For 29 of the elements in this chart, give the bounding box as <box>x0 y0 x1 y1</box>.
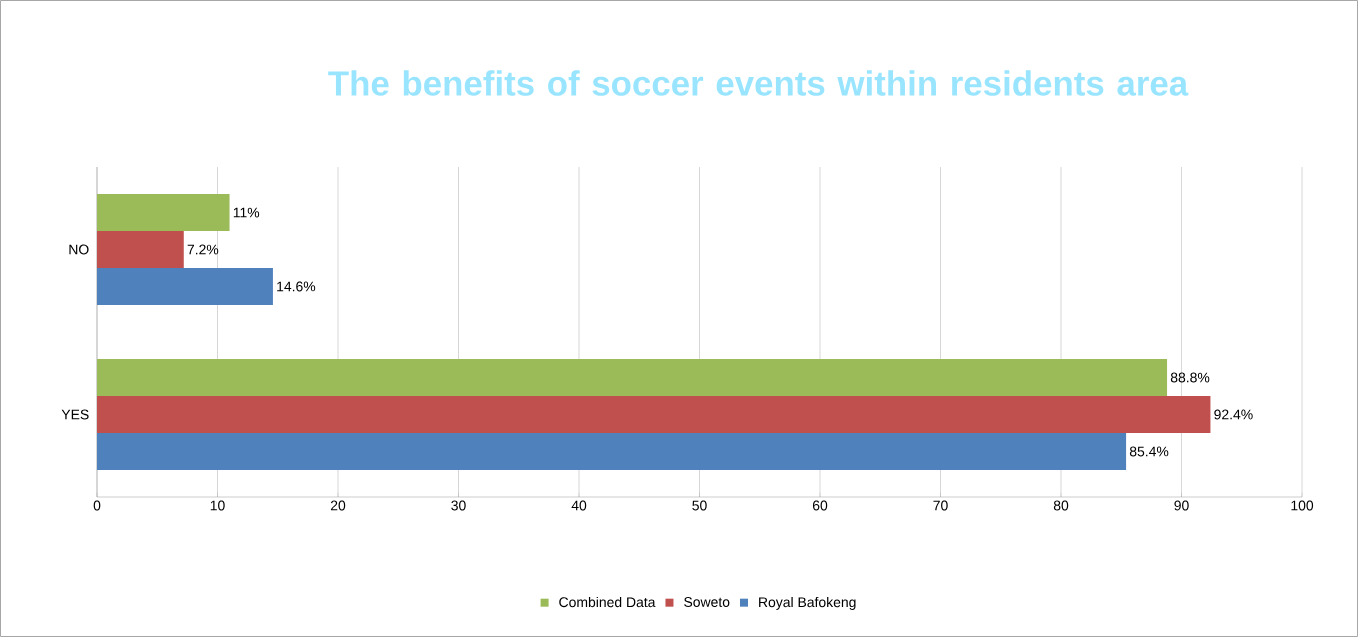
x-tick-label: 100 <box>1291 500 1314 511</box>
bar <box>97 267 273 305</box>
chart-title: The benefits of soccer events within residents area <box>328 70 1189 96</box>
x-tick-label: 30 <box>451 500 466 511</box>
legend-label: Royal Bafokeng <box>759 596 856 610</box>
legend-label: Combined Data <box>559 596 656 608</box>
y-tick-label: YES <box>61 409 89 420</box>
bar <box>97 231 184 268</box>
x-tick-label: 20 <box>330 500 346 511</box>
y-tick-label: NO <box>69 244 89 255</box>
x-tick-label: 60 <box>812 500 828 511</box>
data-label: 14.6% <box>277 281 316 292</box>
x-tick-label: 80 <box>1053 500 1069 511</box>
bar <box>97 194 230 232</box>
x-tick-label: 40 <box>571 500 587 511</box>
x-tick-label: 10 <box>210 500 225 511</box>
bar <box>97 432 1127 470</box>
x-tick-label: 70 <box>933 500 948 511</box>
x-tick-label: 0 <box>93 500 101 511</box>
x-tick-label: 90 <box>1174 500 1189 511</box>
bar <box>97 396 1211 433</box>
x-tick-label: 50 <box>692 500 707 511</box>
bar <box>97 359 1168 397</box>
data-label: 92.4% <box>1214 409 1253 420</box>
legend-label: Soweto <box>684 597 730 607</box>
data-label: 88.8% <box>1170 372 1210 383</box>
data-label: 11% <box>233 207 260 218</box>
data-label: 7.2% <box>187 244 219 255</box>
data-label: 85.4% <box>1129 446 1169 457</box>
